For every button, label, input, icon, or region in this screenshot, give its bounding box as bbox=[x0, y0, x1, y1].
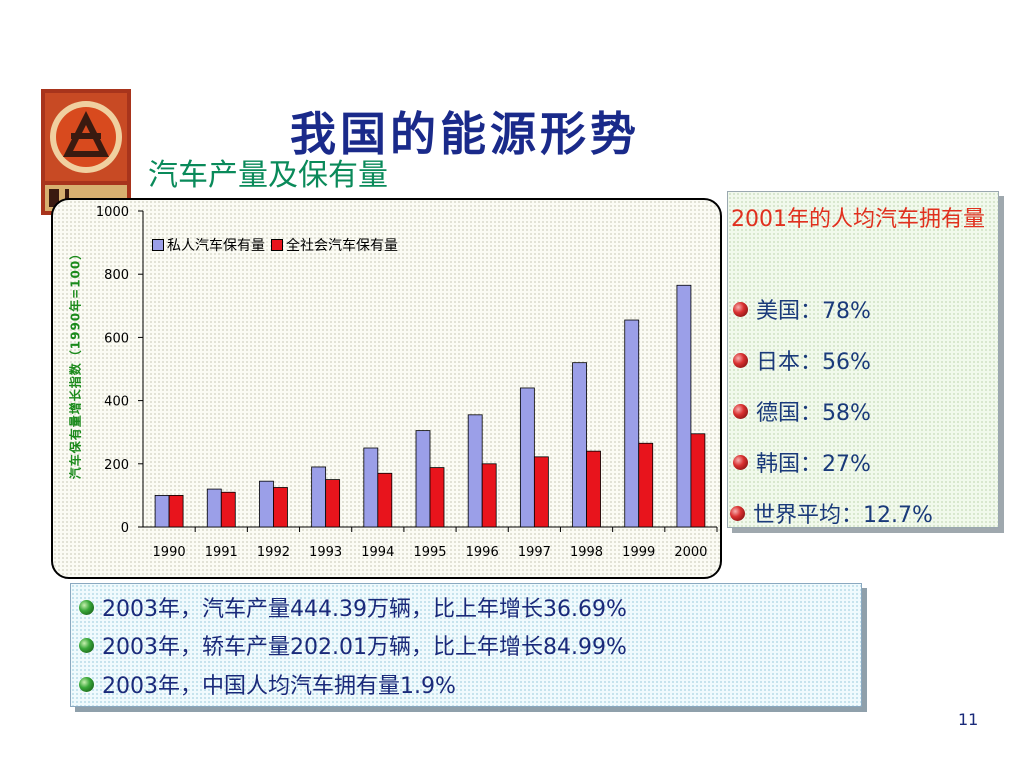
bar-private bbox=[467, 414, 483, 528]
bar-private bbox=[311, 466, 327, 528]
bar-private bbox=[415, 430, 431, 528]
bar-private bbox=[572, 362, 587, 528]
per-capita-item-text: 美国：78% bbox=[756, 299, 871, 324]
bullet-icon bbox=[733, 301, 748, 317]
bar-total bbox=[638, 442, 654, 528]
bar-total bbox=[429, 467, 445, 528]
bar-total bbox=[481, 463, 497, 528]
slide-title: 我国的能源形势 bbox=[290, 107, 640, 161]
fact-item: 2003年，轿车产量202.01万辆，比上年增长84.99% bbox=[79, 629, 627, 661]
per-capita-item-text: 韩国：27% bbox=[756, 452, 871, 477]
per-capita-item: 德国：58% bbox=[733, 395, 871, 427]
chart-legend: 私人汽车保有量 全社会汽车保有量 bbox=[152, 235, 404, 255]
legend-swatch-total bbox=[271, 239, 283, 251]
bar-private bbox=[519, 387, 535, 528]
bullet-icon bbox=[79, 676, 94, 692]
y-axis-label-wrap: 汽车保有量增长指数（1990年=100） bbox=[60, 208, 90, 518]
fact-item: 2003年，汽车产量444.39万辆，比上年增长36.69% bbox=[79, 591, 627, 623]
legend-label-total: 全社会汽车保有量 bbox=[286, 238, 398, 254]
x-tick-label: 1997 bbox=[518, 545, 551, 560]
bar-total bbox=[690, 433, 706, 528]
y-tick-label: 0 bbox=[121, 521, 129, 536]
x-tick-label: 1993 bbox=[309, 545, 342, 560]
x-tick-label: 1995 bbox=[413, 545, 446, 560]
y-tick-label: 200 bbox=[104, 458, 129, 473]
x-tick-label: 1990 bbox=[153, 545, 186, 560]
fact-item: 2003年，中国人均汽车拥有量1.9% bbox=[79, 668, 456, 700]
fact-item-text: 2003年，轿车产量202.01万辆，比上年增长84.99% bbox=[102, 635, 627, 660]
y-tick-label: 1000 bbox=[96, 205, 129, 220]
x-tick-label: 1998 bbox=[570, 545, 603, 560]
bar-private bbox=[624, 319, 640, 528]
bullet-icon bbox=[730, 505, 745, 521]
x-tick-label: 1996 bbox=[466, 545, 499, 560]
bar-total bbox=[273, 487, 288, 528]
bar-total bbox=[533, 456, 549, 528]
per-capita-item: 日本：56% bbox=[733, 344, 871, 376]
production-facts-panel: 2003年，汽车产量444.39万辆，比上年增长36.69% 2003年，轿车产… bbox=[70, 583, 862, 707]
bullet-icon bbox=[79, 637, 94, 653]
bar-private bbox=[363, 447, 379, 528]
y-axis-label: 汽车保有量增长指数（1990年=100） bbox=[68, 246, 83, 480]
fact-item-text: 2003年，汽车产量444.39万辆，比上年增长36.69% bbox=[102, 597, 627, 622]
x-tick-label: 1992 bbox=[257, 545, 290, 560]
x-tick-label: 2000 bbox=[674, 545, 707, 560]
bar-private bbox=[206, 488, 222, 528]
per-capita-item-text: 世界平均：12.7% bbox=[753, 503, 933, 528]
bullet-icon bbox=[733, 403, 748, 419]
legend-item-total: 全社会汽车保有量 bbox=[271, 235, 398, 255]
legend-swatch-private bbox=[152, 239, 164, 251]
per-capita-item-text: 德国：58% bbox=[756, 401, 871, 426]
bar-total bbox=[377, 472, 393, 528]
legend-label-private: 私人汽车保有量 bbox=[167, 238, 265, 254]
bar-total bbox=[325, 479, 341, 528]
per-capita-item: 韩国：27% bbox=[733, 446, 871, 478]
bar-total bbox=[220, 491, 236, 528]
x-tick-label: 1994 bbox=[361, 545, 394, 560]
bar-total bbox=[586, 450, 601, 528]
x-tick-label: 1999 bbox=[622, 545, 655, 560]
slide-subtitle: 汽车产量及保有量 bbox=[148, 158, 388, 193]
page-number: 11 bbox=[958, 710, 979, 729]
bar-private bbox=[154, 494, 170, 528]
per-capita-item: 美国：78% bbox=[733, 293, 871, 325]
legend-item-private: 私人汽车保有量 bbox=[152, 235, 265, 255]
per-capita-item-text: 日本：56% bbox=[756, 350, 871, 375]
bar-private bbox=[676, 284, 692, 528]
bar-total bbox=[168, 494, 184, 528]
bar-private bbox=[259, 480, 274, 528]
per-capita-title: 2001年的人均汽车拥有量 bbox=[731, 207, 985, 232]
y-tick-label: 800 bbox=[104, 268, 129, 283]
y-tick-label: 600 bbox=[104, 331, 129, 346]
y-tick-label: 400 bbox=[104, 395, 129, 410]
fact-item-text: 2003年，中国人均汽车拥有量1.9% bbox=[102, 674, 456, 699]
x-tick-label: 1991 bbox=[205, 545, 238, 560]
bullet-icon bbox=[79, 599, 94, 615]
bullet-icon bbox=[733, 454, 748, 470]
per-capita-panel: 2001年的人均汽车拥有量 美国：78% 日本：56% 德国：58% 韩国：27… bbox=[727, 191, 999, 528]
bullet-icon bbox=[733, 352, 748, 368]
per-capita-item: 世界平均：12.7% bbox=[730, 497, 933, 529]
